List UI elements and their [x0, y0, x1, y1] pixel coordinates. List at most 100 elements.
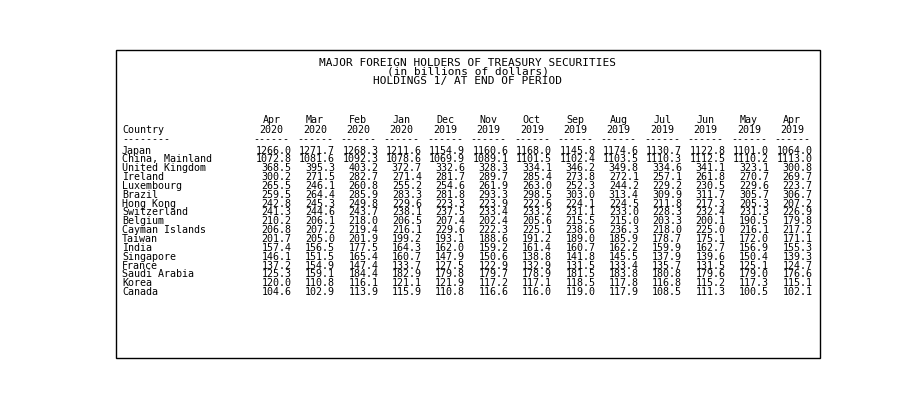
Text: 2019: 2019 [519, 125, 544, 135]
Text: 224.5: 224.5 [609, 199, 639, 208]
Text: 309.9: 309.9 [652, 190, 682, 200]
Text: 2019: 2019 [737, 125, 761, 135]
Text: 100.5: 100.5 [739, 287, 769, 297]
Text: 125.1: 125.1 [739, 261, 769, 271]
Text: 271.4: 271.4 [392, 172, 422, 182]
Text: 102.1: 102.1 [782, 287, 813, 297]
Text: 1122.8: 1122.8 [689, 145, 726, 156]
Text: 156.9: 156.9 [739, 243, 769, 253]
Text: 252.3: 252.3 [565, 181, 595, 191]
Text: 1101.5: 1101.5 [516, 154, 552, 164]
Text: 164.3: 164.3 [392, 243, 422, 253]
Text: 2020: 2020 [390, 125, 414, 135]
Text: China, Mainland: China, Mainland [121, 154, 212, 164]
Text: 124.7: 124.7 [782, 261, 813, 271]
Text: 162.7: 162.7 [696, 243, 726, 253]
Text: 211.8: 211.8 [652, 199, 682, 208]
Text: Luxembourg: Luxembourg [121, 181, 182, 191]
Text: 110.8: 110.8 [305, 278, 335, 288]
Text: 104.6: 104.6 [262, 287, 291, 297]
Text: 222.3: 222.3 [478, 225, 509, 235]
Text: 165.4: 165.4 [349, 252, 378, 262]
Text: 121.1: 121.1 [392, 278, 422, 288]
Text: 102.9: 102.9 [305, 287, 335, 297]
Text: 157.4: 157.4 [262, 243, 291, 253]
Text: 323.1: 323.1 [739, 163, 769, 173]
Text: 141.8: 141.8 [565, 252, 595, 262]
Text: 218.0: 218.0 [349, 216, 378, 226]
Text: 121.9: 121.9 [436, 278, 466, 288]
Text: Saudi Arabia: Saudi Arabia [121, 269, 194, 280]
Text: 117.8: 117.8 [609, 278, 639, 288]
Text: 238.6: 238.6 [565, 225, 595, 235]
Text: 298.5: 298.5 [522, 190, 552, 200]
Text: 206.8: 206.8 [262, 225, 291, 235]
Text: 179.6: 179.6 [696, 269, 726, 280]
Text: 117.1: 117.1 [522, 278, 552, 288]
Text: 162.0: 162.0 [436, 243, 466, 253]
Text: 1092.3: 1092.3 [342, 154, 378, 164]
Text: 273.8: 273.8 [565, 172, 595, 182]
Text: 116.1: 116.1 [349, 278, 378, 288]
Text: 263.0: 263.0 [522, 181, 552, 191]
Text: 155.3: 155.3 [782, 243, 813, 253]
Text: ------: ------ [687, 134, 723, 144]
Text: 116.6: 116.6 [478, 287, 509, 297]
Text: 131.5: 131.5 [565, 261, 595, 271]
Text: 207.2: 207.2 [782, 199, 813, 208]
Text: 244.6: 244.6 [305, 208, 335, 217]
Text: 110.8: 110.8 [436, 287, 466, 297]
Text: 178.9: 178.9 [522, 269, 552, 280]
Text: 328.3: 328.3 [478, 163, 509, 173]
Text: 2019: 2019 [606, 125, 631, 135]
Text: 282.7: 282.7 [349, 172, 378, 182]
Text: 270.7: 270.7 [739, 172, 769, 182]
Text: 257.1: 257.1 [652, 172, 682, 182]
Text: 1113.0: 1113.0 [776, 154, 813, 164]
Text: 119.0: 119.0 [565, 287, 595, 297]
Text: 133.7: 133.7 [392, 261, 422, 271]
Text: 162.2: 162.2 [609, 243, 639, 253]
Text: 179.8: 179.8 [782, 216, 813, 226]
Text: 139.6: 139.6 [696, 252, 726, 262]
Text: 341.1: 341.1 [696, 163, 726, 173]
Text: 283.3: 283.3 [392, 190, 422, 200]
Text: 285.9: 285.9 [349, 190, 378, 200]
Text: ------: ------ [254, 134, 289, 144]
Text: 150.4: 150.4 [739, 252, 769, 262]
Text: 300.2: 300.2 [262, 172, 291, 182]
Text: Japan: Japan [121, 145, 152, 156]
Text: 115.9: 115.9 [392, 287, 422, 297]
Text: 117.9: 117.9 [609, 287, 639, 297]
Text: 125.3: 125.3 [262, 269, 291, 280]
Text: 281.8: 281.8 [436, 190, 466, 200]
Text: 368.5: 368.5 [262, 163, 291, 173]
Text: ------: ------ [557, 134, 593, 144]
Text: 116.0: 116.0 [522, 287, 552, 297]
Text: 159.1: 159.1 [305, 269, 335, 280]
Text: Mar: Mar [306, 116, 324, 126]
Text: 217.3: 217.3 [696, 199, 726, 208]
Text: 2020: 2020 [259, 125, 283, 135]
Text: 261.8: 261.8 [696, 172, 726, 182]
Text: Singapore: Singapore [121, 252, 176, 262]
Text: 281.7: 281.7 [436, 172, 466, 182]
Text: 222.6: 222.6 [522, 199, 552, 208]
Text: 200.1: 200.1 [696, 216, 726, 226]
Text: 306.7: 306.7 [782, 190, 813, 200]
Text: Brazil: Brazil [121, 190, 158, 200]
Text: Nov: Nov [479, 116, 498, 126]
Text: 245.3: 245.3 [305, 199, 335, 208]
Text: 271.5: 271.5 [305, 172, 335, 182]
Text: 223.7: 223.7 [782, 181, 813, 191]
Text: ------: ------ [470, 134, 507, 144]
Text: 180.8: 180.8 [652, 269, 682, 280]
Text: 151.5: 151.5 [305, 252, 335, 262]
Text: 206.1: 206.1 [305, 216, 335, 226]
Text: 265.5: 265.5 [262, 181, 291, 191]
Text: MAJOR FOREIGN HOLDERS OF TREASURY SECURITIES: MAJOR FOREIGN HOLDERS OF TREASURY SECURI… [319, 58, 616, 68]
Text: 1110.2: 1110.2 [733, 154, 769, 164]
Text: 184.4: 184.4 [349, 269, 378, 280]
Text: 236.3: 236.3 [609, 225, 639, 235]
Text: 334.1: 334.1 [522, 163, 552, 173]
